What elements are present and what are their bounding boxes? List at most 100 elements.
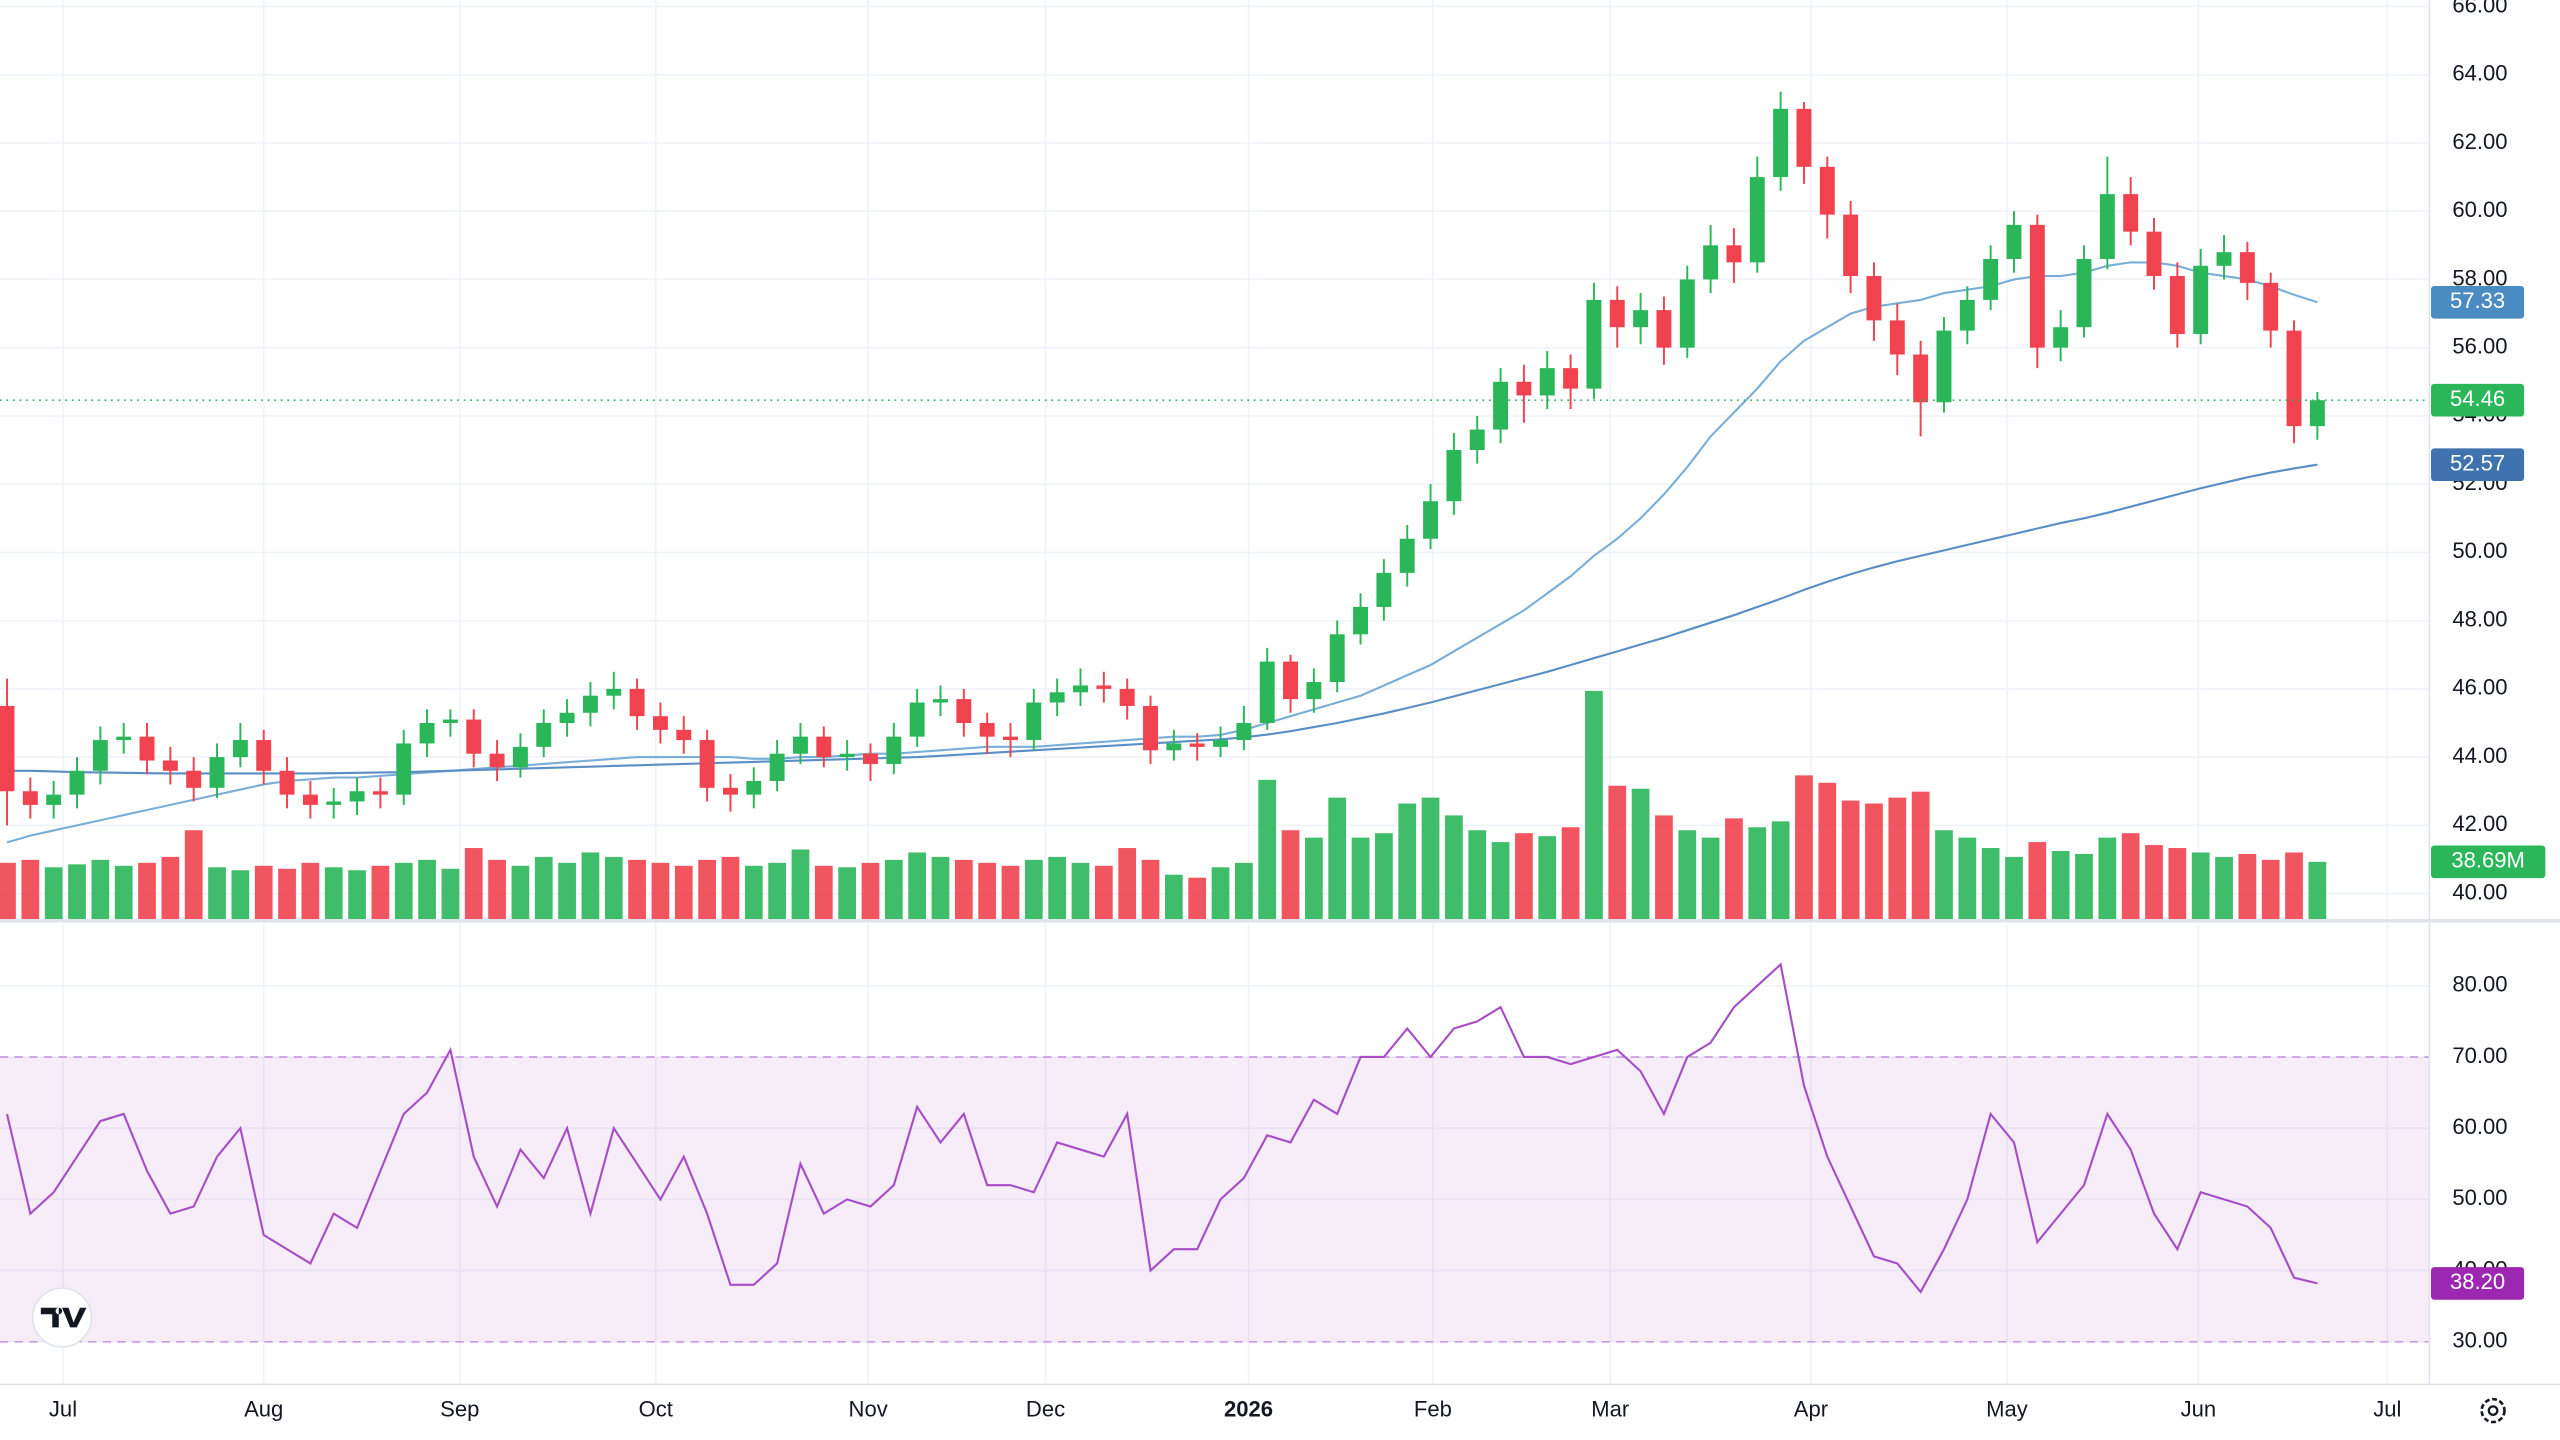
volume-bar xyxy=(628,859,646,920)
candle-body xyxy=(1119,688,1135,706)
x-tick-label: Nov xyxy=(849,1396,888,1421)
volume-bar xyxy=(2215,856,2233,920)
volume-bar xyxy=(651,862,670,920)
candle-body xyxy=(1143,705,1158,751)
volume-bar xyxy=(301,862,320,920)
candle-body xyxy=(792,736,808,754)
volume-bar xyxy=(2098,837,2117,920)
candle-body xyxy=(512,746,528,768)
volume-bar xyxy=(1398,803,1417,920)
candle-body xyxy=(2006,224,2022,259)
price-badge-label: 38.20 xyxy=(2450,1269,2505,1294)
candle-body xyxy=(2099,194,2115,259)
volume-bar xyxy=(1725,818,1743,920)
candle-body xyxy=(1166,743,1182,751)
y-tick-label: 56.00 xyxy=(2452,334,2507,359)
candle-body xyxy=(1516,381,1532,396)
candle-body xyxy=(1376,572,1392,607)
volume-bar xyxy=(2261,859,2280,920)
volume-bar xyxy=(954,859,973,920)
volume-bar xyxy=(138,862,156,920)
candle-body xyxy=(396,743,412,795)
volume-bar xyxy=(1888,797,1907,920)
tradingview-logo[interactable] xyxy=(31,1287,93,1348)
candle-body xyxy=(1259,661,1275,723)
candle-body xyxy=(302,794,318,805)
volume-bar xyxy=(581,852,600,920)
candle-body xyxy=(676,729,692,741)
volume-bar xyxy=(418,859,436,920)
price-badge xyxy=(2431,383,2525,417)
volume-bar xyxy=(1701,837,1720,920)
candle-body xyxy=(863,753,878,764)
gear-center[interactable] xyxy=(2487,1405,2499,1417)
candle-body xyxy=(1003,736,1018,741)
volume-bar xyxy=(68,864,86,920)
y-tick-label: 42.00 xyxy=(2452,811,2507,836)
volume-bar xyxy=(768,862,786,920)
logo-circle[interactable] xyxy=(31,1287,93,1348)
volume-bar xyxy=(254,865,273,920)
candle-body xyxy=(22,791,38,805)
volume-bar xyxy=(441,868,460,920)
volume-bar xyxy=(1561,827,1580,920)
volume-bar xyxy=(1421,797,1440,920)
candle-body xyxy=(1913,354,1929,403)
candle-body xyxy=(1563,368,1579,389)
y-tick-label: 46.00 xyxy=(2452,675,2507,700)
x-tick-label: Jul xyxy=(49,1396,77,1421)
candle-body xyxy=(933,699,948,703)
volume-bar xyxy=(488,859,506,920)
candle-body xyxy=(1329,634,1345,683)
volume-bar xyxy=(1468,830,1487,920)
volume-bar xyxy=(1164,874,1183,920)
candle-body xyxy=(1469,429,1485,451)
candle-body xyxy=(1656,310,1672,348)
candle-body xyxy=(0,705,15,792)
candle-body xyxy=(1236,722,1252,741)
volume-bar xyxy=(2121,833,2140,920)
volume-bar xyxy=(884,859,903,920)
candle-body xyxy=(1353,606,1369,635)
candle-body xyxy=(699,740,715,788)
candle-body xyxy=(1773,108,1789,178)
candle-body xyxy=(839,753,855,758)
candle-body xyxy=(816,736,832,758)
candle-body xyxy=(442,719,458,723)
volume-bar xyxy=(1118,848,1137,920)
volume-bar xyxy=(231,870,250,920)
volume-bar xyxy=(1538,836,1557,920)
volume-bar xyxy=(1935,830,1953,920)
candle-body xyxy=(1073,685,1088,693)
volume-bar xyxy=(1981,848,2000,920)
x-tick-label: Sep xyxy=(440,1396,479,1421)
volume-bar xyxy=(1188,877,1207,920)
volume-bar xyxy=(721,856,740,920)
candle-body xyxy=(2169,276,2185,335)
volume-bar xyxy=(21,859,40,920)
volume-bar xyxy=(114,865,133,920)
settings-button[interactable] xyxy=(2480,1397,2506,1424)
candle-body xyxy=(1843,214,1859,277)
gear[interactable] xyxy=(2480,1397,2506,1424)
volume-bar xyxy=(698,859,716,920)
badges: 57.33 52.57 54.46 38.69M 38.20 xyxy=(2431,285,2546,1300)
candle-body xyxy=(372,791,388,795)
candle-body xyxy=(2263,282,2279,331)
volume-bar xyxy=(1211,867,1230,920)
volume-bar xyxy=(278,868,296,920)
volume-bar xyxy=(2145,845,2163,920)
volume-bar xyxy=(1491,842,1510,920)
volume-bar xyxy=(2191,852,2210,920)
candle-body xyxy=(1049,692,1065,703)
candle-body xyxy=(1889,320,1905,355)
price-badge-label: 38.69M xyxy=(2451,848,2524,873)
volume xyxy=(0,690,2327,920)
volume-bar xyxy=(604,856,623,920)
candle-body xyxy=(2193,265,2209,335)
candle-body xyxy=(186,770,202,788)
candle-body xyxy=(46,794,62,805)
y-tick-label: 64.00 xyxy=(2452,61,2507,86)
candles xyxy=(0,91,2430,826)
